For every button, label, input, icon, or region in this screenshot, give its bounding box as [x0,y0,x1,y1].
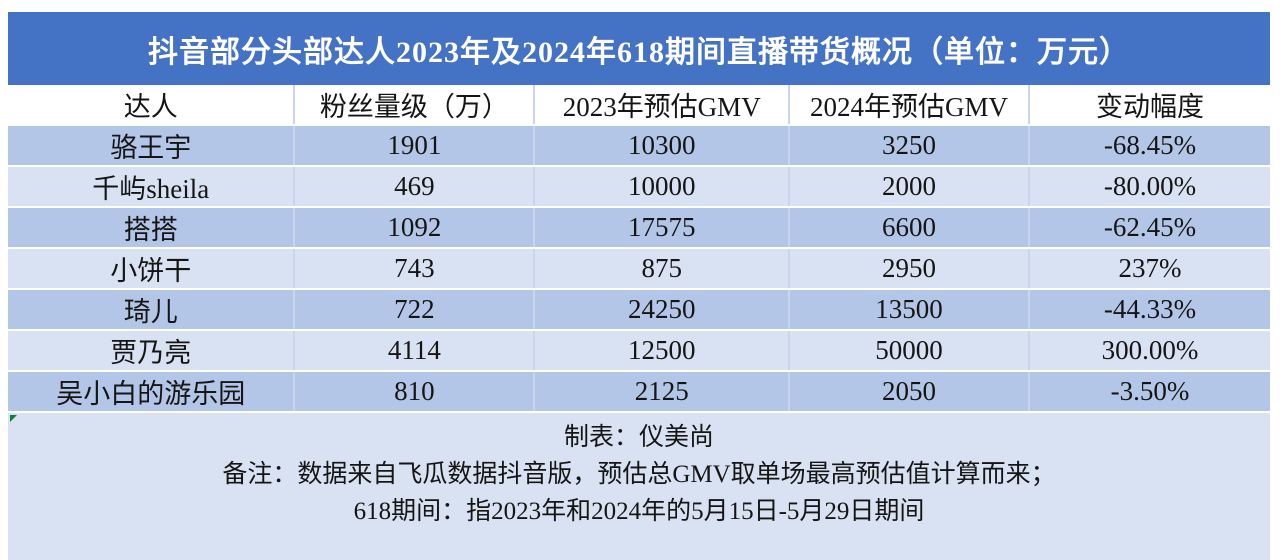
table-cell-change: -44.33% [1028,289,1270,331]
table-title-bar: 抖音部分头部达人2023年及2024年618期间直播带货概况（单位：万元） [8,12,1270,85]
table-cell-change: 300.00% [1028,330,1270,372]
table-cell-name: 贾乃亮 [8,330,296,372]
table-cell-name: 琦儿 [8,289,296,331]
table-row: 千屿sheila 469 10000 2000 -80.00% [8,166,1270,208]
table-cell-gmv-2023: 24250 [534,289,791,331]
table-cell-change: 237% [1028,248,1270,290]
table-cell-change: -68.45% [1028,125,1270,167]
table-cell-fans: 810 [294,371,536,413]
table-cell-gmv-2023: 875 [534,248,791,290]
table-cell-fans: 1901 [294,125,536,167]
column-header-change: 变动幅度 [1028,85,1270,126]
spreadsheet-table: 抖音部分头部达人2023年及2024年618期间直播带货概况（单位：万元） 达人… [8,12,1270,560]
table-cell-fans: 4114 [294,330,536,372]
table-cell-change: -80.00% [1028,166,1270,208]
table-cell-fans: 469 [294,166,536,208]
column-header-gmv-2024: 2024年预估GMV [789,85,1030,126]
table-cell-gmv-2024: 2050 [789,371,1030,413]
table-row: 骆王宇 1901 10300 3250 -68.45% [8,125,1270,167]
column-header-fans: 粉丝量级（万） [294,85,536,126]
note-line-period: 618期间：指2023年和2024年的5月15日-5月29日期间 [353,498,925,525]
table-cell-name: 吴小白的游乐园 [8,371,296,413]
table-cell-gmv-2023: 10000 [534,166,791,208]
credit-line: 制表：仪美尚 [563,424,714,451]
table-cell-fans: 1092 [294,207,536,249]
table-cell-fans: 743 [294,248,536,290]
table-cell-change: -62.45% [1028,207,1270,249]
column-header-gmv-2023: 2023年预估GMV [534,85,791,126]
table-cell-gmv-2023: 17575 [534,207,791,249]
table-row: 琦儿 722 24250 13500 -44.33% [8,289,1270,331]
table-cell-gmv-2023: 12500 [534,330,791,372]
page-title: 抖音部分头部达人2023年及2024年618期间直播带货概况（单位：万元） [148,35,1130,69]
cell-error-indicator-icon [10,415,17,422]
column-header-daren: 达人 [8,85,296,126]
table-row: 小饼干 743 875 2950 237% [8,248,1270,290]
note-line-source: 备注：数据来自飞瓜数据抖音版，预估总GMV取单场最高预估值计算而来； [222,461,1056,488]
table-cell-name: 搭搭 [8,207,296,249]
table-cell-fans: 722 [294,289,536,331]
influencer-gmv-table: 达人 粉丝量级（万） 2023年预估GMV 2024年预估GMV 变动幅度 骆王… [8,85,1270,413]
table-row: 贾乃亮 4114 12500 50000 300.00% [8,330,1270,372]
table-cell-gmv-2024: 2950 [789,248,1030,290]
table-cell-name: 小饼干 [8,248,296,290]
table-cell-gmv-2023: 2125 [534,371,791,413]
table-cell-gmv-2024: 50000 [789,330,1030,372]
table-cell-change: -3.50% [1028,371,1270,413]
table-cell-gmv-2024: 13500 [789,289,1030,331]
table-cell-name: 骆王宇 [8,125,296,167]
table-header-row: 达人 粉丝量级（万） 2023年预估GMV 2024年预估GMV 变动幅度 [8,85,1270,126]
table-cell-gmv-2024: 6600 [789,207,1030,249]
table-row: 搭搭 1092 17575 6600 -62.45% [8,207,1270,249]
table-cell-gmv-2024: 3250 [789,125,1030,167]
table-cell-name: 千屿sheila [8,166,296,208]
table-row: 吴小白的游乐园 810 2125 2050 -3.50% [8,371,1270,413]
table-cell-gmv-2024: 2000 [789,166,1030,208]
table-footer: 制表：仪美尚 备注：数据来自飞瓜数据抖音版，预估总GMV取单场最高预估值计算而来… [8,413,1270,560]
table-cell-gmv-2023: 10300 [534,125,791,167]
